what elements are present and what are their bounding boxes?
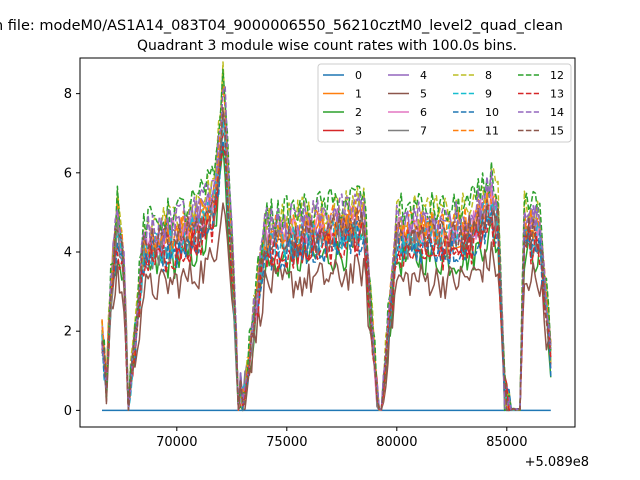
legend-label-14: 14	[550, 106, 564, 119]
legend-box	[317, 63, 572, 143]
series-line-14	[101, 85, 552, 412]
y-tick-label: 6	[64, 166, 72, 181]
legend-label-8: 8	[485, 69, 492, 82]
series-layer	[101, 61, 552, 412]
y-tick-label: 4	[64, 246, 72, 261]
legend-label-6: 6	[420, 106, 427, 119]
legend-label-15: 15	[550, 125, 564, 138]
x-tick-label: 70000	[156, 435, 197, 450]
series-line-10	[101, 140, 552, 412]
legend-label-0: 0	[355, 69, 362, 82]
legend-label-12: 12	[550, 69, 564, 82]
legend-label-4: 4	[420, 69, 427, 82]
plot-frame	[79, 57, 576, 428]
x-tick-label: 75000	[266, 435, 307, 450]
x-offset-label: +5.089e8	[525, 455, 589, 470]
y-tick-label: 2	[64, 325, 72, 340]
chart-suptitle: n file: modeM0/AS1A14_083T04_9000006550_…	[0, 18, 563, 34]
series-line-15	[101, 106, 551, 412]
legend-label-1: 1	[355, 88, 362, 101]
legend-label-2: 2	[355, 106, 362, 119]
legend-label-7: 7	[420, 125, 427, 138]
series-line-5	[101, 202, 552, 412]
legend-label-11: 11	[485, 125, 499, 138]
legend-label-10: 10	[485, 106, 499, 119]
y-tick-label: 8	[64, 87, 72, 102]
x-tick-label: 80000	[376, 435, 417, 450]
legend-label-13: 13	[550, 88, 564, 101]
legend-label-9: 9	[485, 88, 492, 101]
y-tick-label: 0	[64, 404, 72, 419]
legend-label-3: 3	[355, 125, 362, 138]
x-tick-label: 85000	[486, 435, 527, 450]
legend-label-5: 5	[420, 88, 427, 101]
chart-title: Quadrant 3 module wise count rates with …	[137, 38, 517, 54]
axes-layer: 70000 75000 80000 85000 0 2 4 6 8	[64, 87, 528, 450]
